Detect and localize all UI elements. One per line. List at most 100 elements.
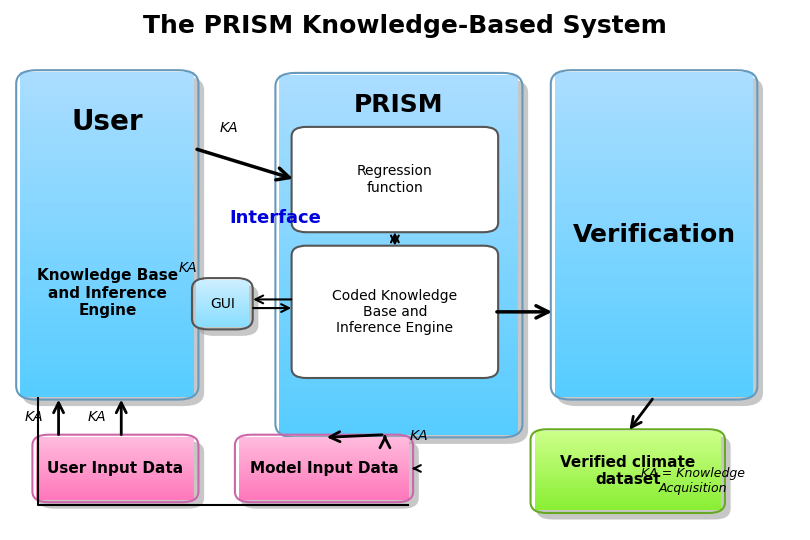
Bar [20, 72, 194, 81]
Bar [196, 286, 249, 288]
Bar [279, 75, 518, 85]
Bar [279, 308, 518, 318]
Bar [279, 264, 518, 273]
Bar [36, 482, 194, 484]
Bar [36, 472, 194, 475]
Bar [36, 497, 194, 500]
Bar [555, 137, 753, 146]
Bar [36, 491, 194, 494]
FancyBboxPatch shape [292, 246, 498, 378]
Bar [20, 299, 194, 308]
Bar [535, 476, 721, 479]
Bar [36, 479, 194, 481]
Bar [555, 364, 753, 373]
Bar [279, 165, 518, 174]
Bar [36, 453, 194, 455]
Bar [279, 192, 518, 201]
Bar [36, 454, 194, 456]
Bar [279, 389, 518, 399]
Bar [20, 372, 194, 381]
Bar [36, 438, 194, 441]
Bar [279, 120, 518, 130]
Bar [555, 72, 753, 81]
Bar [535, 443, 721, 446]
Bar [36, 444, 194, 447]
Bar [279, 102, 518, 111]
Bar [239, 442, 409, 444]
Bar [20, 194, 194, 202]
Text: Coded Knowledge
Base and
Inference Engine: Coded Knowledge Base and Inference Engin… [332, 289, 458, 335]
Bar [36, 448, 194, 450]
Text: The PRISM Knowledge-Based System: The PRISM Knowledge-Based System [143, 14, 667, 37]
Bar [535, 453, 721, 455]
Bar [555, 194, 753, 202]
Bar [239, 437, 409, 439]
Bar [239, 446, 409, 448]
Bar [196, 308, 249, 309]
Bar [196, 317, 249, 319]
Bar [279, 416, 518, 426]
Bar [20, 170, 194, 178]
Bar [535, 486, 721, 489]
Bar [555, 89, 753, 97]
Bar [239, 485, 409, 487]
Bar [555, 275, 753, 284]
Bar [196, 293, 249, 295]
Bar [196, 316, 249, 318]
Bar [239, 455, 409, 457]
Bar [555, 210, 753, 219]
Bar [535, 445, 721, 448]
Bar [279, 326, 518, 336]
Bar [36, 449, 194, 451]
Bar [555, 80, 753, 89]
Text: Knowledge Base
and Inference
Engine: Knowledge Base and Inference Engine [36, 268, 178, 318]
Bar [36, 481, 194, 482]
Bar [535, 463, 721, 465]
Bar [555, 307, 753, 316]
Bar [279, 362, 518, 372]
Bar [239, 463, 409, 465]
Bar [279, 210, 518, 219]
FancyBboxPatch shape [241, 441, 419, 509]
Bar [555, 348, 753, 356]
Bar [535, 457, 721, 460]
Bar [239, 457, 409, 459]
Bar [196, 324, 249, 326]
Bar [555, 388, 753, 397]
FancyBboxPatch shape [292, 127, 498, 232]
FancyBboxPatch shape [281, 79, 528, 444]
Bar [239, 476, 409, 478]
Bar [279, 399, 518, 408]
Bar [239, 462, 409, 464]
Bar [279, 174, 518, 184]
Bar [279, 318, 518, 327]
Bar [535, 469, 721, 471]
Bar [279, 84, 518, 93]
Bar [279, 335, 518, 345]
Bar [196, 303, 249, 305]
Text: Regression
function: Regression function [357, 165, 433, 194]
Bar [279, 291, 518, 300]
Bar [239, 496, 409, 498]
Bar [555, 291, 753, 300]
Bar [196, 305, 249, 306]
Bar [36, 463, 194, 465]
Bar [555, 234, 753, 243]
Bar [196, 284, 249, 285]
Bar [555, 251, 753, 259]
Bar [196, 319, 249, 321]
Bar [555, 186, 753, 194]
Text: PRISM: PRISM [354, 93, 444, 117]
Bar [196, 310, 249, 312]
Bar [535, 494, 721, 497]
Bar [555, 332, 753, 340]
Bar [279, 93, 518, 103]
Bar [535, 431, 721, 434]
Bar [555, 259, 753, 267]
Bar [279, 138, 518, 147]
Bar [239, 465, 409, 467]
Bar [239, 454, 409, 456]
Bar [555, 372, 753, 381]
Bar [535, 451, 721, 454]
Bar [196, 307, 249, 308]
